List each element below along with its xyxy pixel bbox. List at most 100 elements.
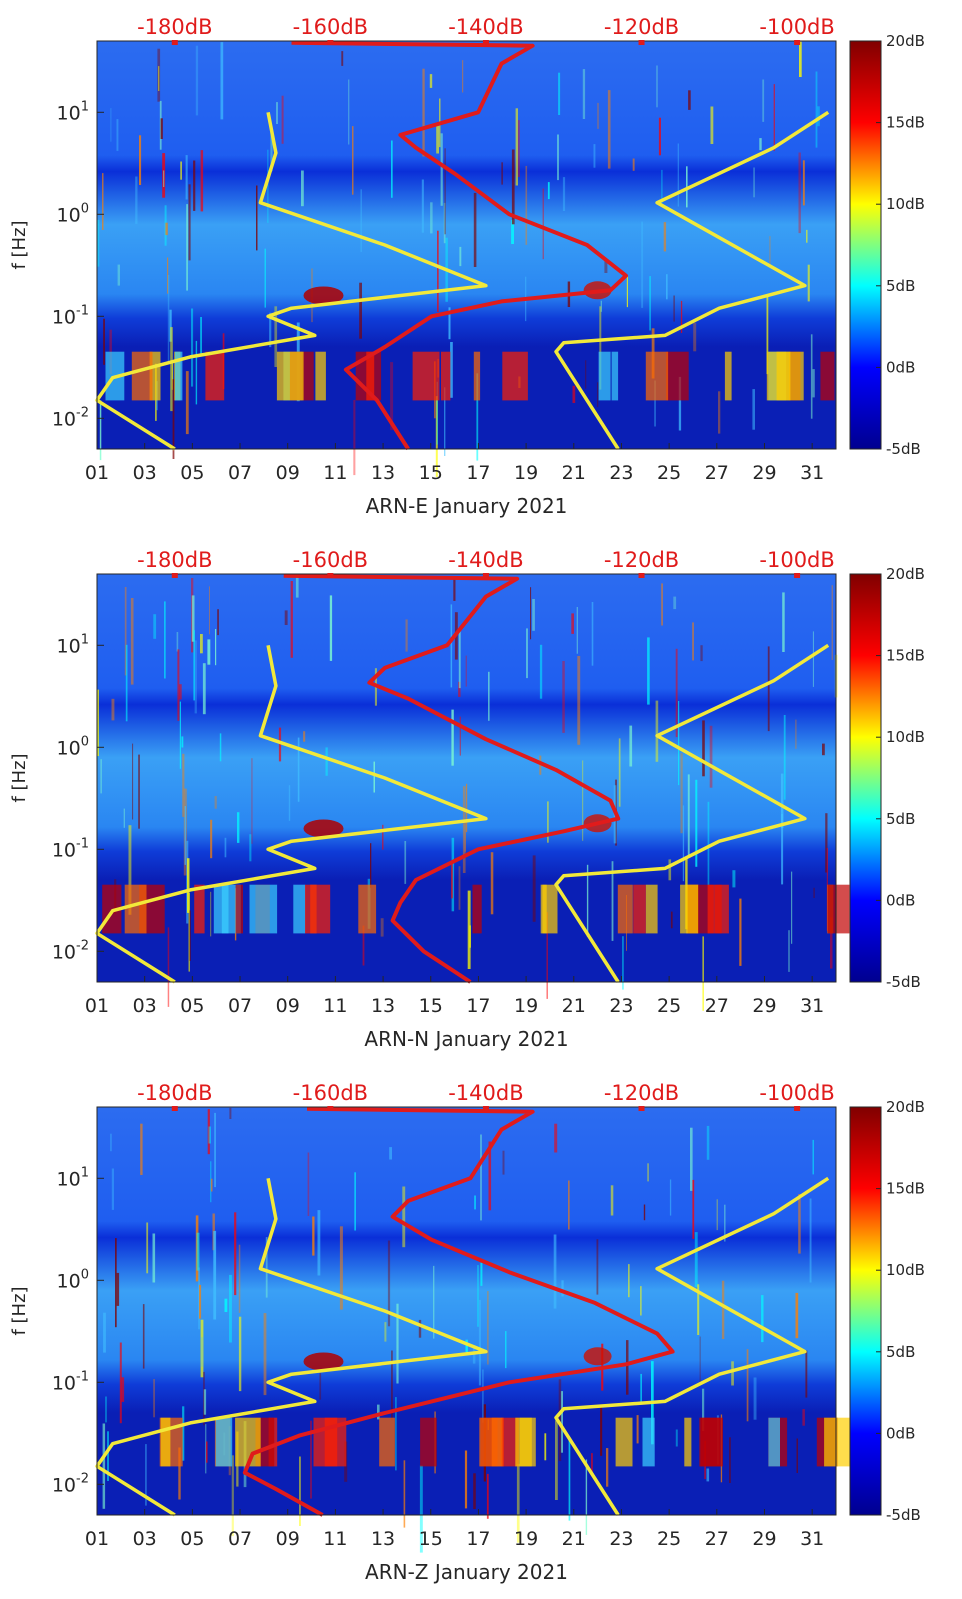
top-tick-mark <box>794 1106 801 1111</box>
spectrogram-streak <box>482 1369 484 1423</box>
spectrogram-streak <box>702 1388 705 1431</box>
spectrogram-streak <box>167 927 170 1007</box>
spectrogram-streak <box>199 1284 202 1319</box>
spectrogram-streak <box>354 1172 356 1231</box>
spectrogram-streak <box>718 391 721 434</box>
spectrogram-streak <box>238 1316 242 1392</box>
spectrogram-streak <box>200 1319 204 1378</box>
spectrogram-streak <box>586 864 589 937</box>
spectrogram-streak <box>251 758 253 844</box>
spectrogram-streak <box>145 1444 147 1506</box>
y-axis-ticks: 10-2 10-1 100 101 <box>52 99 104 430</box>
noise-model-line <box>554 110 830 450</box>
colorbar-tick-label: -5dB <box>886 440 921 458</box>
spectrogram-streak <box>825 813 828 873</box>
spectrogram-block <box>379 1417 395 1467</box>
spectrogram-streak <box>284 610 288 625</box>
spectrogram-streak <box>194 640 197 714</box>
spectrogram-streak <box>546 912 548 999</box>
spectrogram-streak <box>167 274 170 364</box>
spectrogram-streak <box>544 1433 547 1461</box>
y-axis-label: f [Hz] <box>9 1286 30 1335</box>
spectrogram-streak <box>274 306 278 367</box>
spectrogram-streak <box>189 910 191 961</box>
spectrogram-streak <box>558 72 561 115</box>
spectrogram-streak <box>739 898 742 966</box>
spectrogram-streak <box>348 79 350 145</box>
spectrogram-streak <box>391 140 393 198</box>
spectrogram-streak <box>626 1340 629 1395</box>
spectrogram-streak <box>752 389 755 430</box>
spectrogram-streak <box>263 1313 267 1396</box>
spectrogram-streak <box>799 41 802 77</box>
spectrogram-streak <box>568 1436 571 1521</box>
spectrogram-streak <box>813 887 815 898</box>
spectrogram-streak <box>597 102 599 129</box>
spectrogram-streak <box>193 630 195 701</box>
spectrogram-streak <box>436 125 439 154</box>
spectrogram-streak <box>759 138 762 151</box>
top-tick-mark <box>638 1106 645 1111</box>
top-tick-mark <box>171 573 178 578</box>
spectrogram-streak <box>690 1127 693 1191</box>
spectrogram-streak <box>107 1431 109 1481</box>
top-tick-mark <box>482 1106 489 1111</box>
colorbar-tick-label: 15dB <box>886 114 925 132</box>
spectrogram-streak <box>677 143 679 207</box>
spectrogram-streak <box>433 1265 435 1339</box>
spectrogram-streak <box>622 936 624 990</box>
spectrogram-streak <box>812 369 815 398</box>
spectrogram-streak <box>181 736 184 748</box>
spectrogram-streak <box>430 202 433 234</box>
spectrogram-streak <box>208 1126 211 1144</box>
x-tick-label: 03 <box>133 462 157 484</box>
spectrogram-streak <box>102 1423 106 1509</box>
colorbar <box>849 40 882 450</box>
spectrogram-streak <box>480 1134 482 1221</box>
spectrogram-streak <box>256 185 258 251</box>
x-tick-label: 25 <box>657 462 681 484</box>
spectrogram-streak <box>214 796 217 809</box>
spectrogram-streak <box>153 614 157 639</box>
spectrogram-streak <box>185 155 188 200</box>
spectrogram-streak <box>116 1272 120 1306</box>
spectrogram-block <box>131 351 153 401</box>
spectrogram-block <box>160 1417 171 1467</box>
spectrogram-streak <box>429 74 433 88</box>
spectrogram-streak <box>213 1230 217 1320</box>
spectrogram-block <box>680 884 698 934</box>
x-tick-label: 21 <box>562 995 586 1017</box>
spectrogram-streak <box>805 1350 808 1398</box>
spectrogram-streak <box>697 1284 700 1335</box>
spectrogram-streak <box>387 1240 391 1327</box>
spectrogram-streak <box>629 725 633 767</box>
microseism-hotspot <box>583 1347 612 1366</box>
spectrogram-streak <box>140 1123 143 1175</box>
spectrogram-streak <box>478 1299 481 1386</box>
spectrogram-streak <box>585 1459 588 1535</box>
x-tick-label: 19 <box>514 995 538 1017</box>
spectrogram-streak <box>191 595 195 642</box>
top-axis-label: -160dB <box>293 548 368 572</box>
spectrogram-streak <box>817 106 820 127</box>
spectrogram-streak <box>219 733 222 762</box>
noise-model-line <box>554 1176 830 1516</box>
colorbar-tick-label: 10dB <box>886 728 925 746</box>
spectrogram-streak <box>391 1350 393 1421</box>
spectrogram-streak <box>558 1379 562 1462</box>
x-tick-label: 27 <box>705 462 729 484</box>
spectrogram-streak <box>555 1420 558 1500</box>
spectrogram-block <box>235 1417 261 1467</box>
spectrogram-streak <box>486 1473 489 1519</box>
spectrogram-streak <box>110 1133 112 1152</box>
spectrogram-streak <box>798 1194 801 1254</box>
spectrogram-streak <box>568 1180 570 1230</box>
spectrogram-streak <box>810 334 813 419</box>
spectrogram-streak <box>547 182 550 200</box>
spectrogram-streak <box>290 581 293 658</box>
spectrogram-streak <box>210 819 213 859</box>
spectrogram-streak <box>669 1179 672 1216</box>
spectrogram-streak <box>207 639 211 665</box>
spectrogram-streak <box>102 173 104 230</box>
spectrogram-streak <box>180 161 182 180</box>
